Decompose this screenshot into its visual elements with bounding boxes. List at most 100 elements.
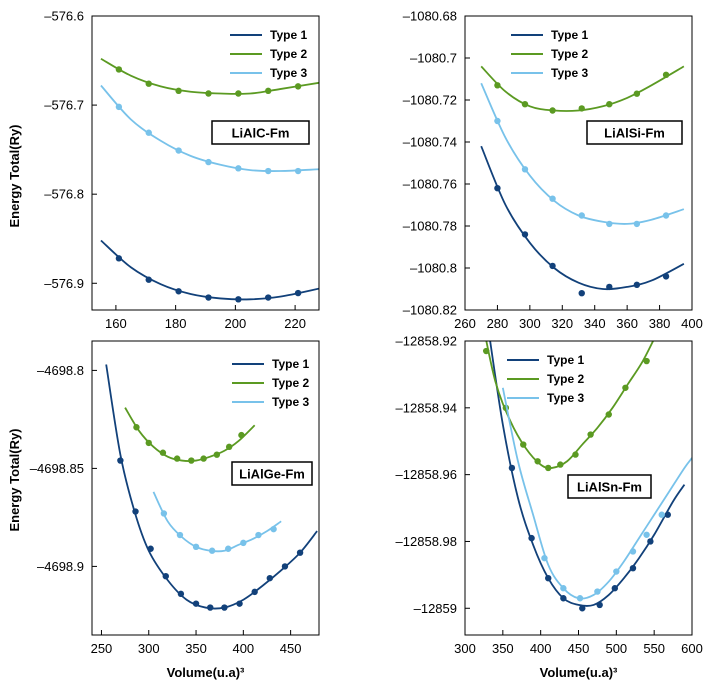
data-point-type3	[225, 545, 232, 552]
data-point-type2	[238, 431, 245, 439]
data-point-type3	[549, 195, 556, 202]
compound-label-lialge: LiAlGe-Fm	[239, 467, 305, 482]
data-point-type1	[145, 276, 152, 283]
data-point-type2	[188, 457, 195, 464]
data-point-type2	[633, 90, 641, 97]
data-point-type1	[629, 564, 637, 572]
x-tick-label: 450	[280, 641, 302, 656]
data-point-type2	[521, 101, 529, 108]
y-tick-label: –12858.94	[396, 400, 457, 415]
panel-lialsi: 260 280 300 320 340 360 380 400 –1080.68 –1080.7 –…	[403, 9, 703, 332]
x-tick-label: 250	[91, 641, 113, 656]
y-tick-label: –1080.82	[403, 303, 457, 318]
data-point-type1	[528, 534, 535, 542]
data-point-type2	[606, 101, 613, 108]
plot-frame-lialc	[91, 15, 320, 311]
data-point-type3	[270, 525, 277, 533]
data-point-type1	[221, 604, 228, 611]
data-point-type2	[173, 455, 181, 462]
data-point-type1	[560, 595, 567, 602]
chart-panels: 160 180 200 220 –576.6 –576.7 –576.8 –576.9 Type…	[30, 9, 703, 681]
plot-area-lialsi	[480, 65, 685, 297]
data-point-type2	[115, 66, 123, 73]
y-tick-label: –1080.76	[403, 177, 457, 192]
y-tick-label: –4698.85	[30, 461, 84, 476]
y-tick-label: –12858.98	[396, 534, 457, 549]
legend-lialge: Type 1 Type 2 Type 3	[232, 357, 309, 409]
legend-lialsi: Type 1 Type 2 Type 3	[511, 28, 588, 80]
series-line-type2-lialsi	[480, 65, 685, 112]
x-tick-label: 300	[519, 316, 541, 331]
data-point-type3	[240, 539, 247, 547]
data-point-type1	[281, 563, 289, 570]
data-point-type2	[557, 461, 564, 468]
data-point-type2	[205, 90, 212, 97]
data-point-type3	[160, 510, 168, 517]
data-point-type1	[236, 600, 243, 607]
y-tick-label: –1080.7	[410, 51, 457, 66]
data-point-type1	[115, 255, 123, 262]
data-point-type3	[578, 212, 585, 219]
data-point-type3	[145, 129, 152, 136]
data-point-type2	[235, 90, 242, 97]
data-point-type1	[162, 573, 169, 580]
data-point-type2	[662, 71, 670, 79]
data-point-type2	[572, 451, 579, 458]
data-point-type1	[207, 604, 214, 611]
x-tick-label: 160	[105, 316, 127, 331]
data-point-type2	[534, 458, 541, 465]
data-point-type1	[596, 601, 603, 609]
data-point-type1	[177, 590, 185, 598]
legend-label-type2: Type 2	[270, 47, 307, 61]
x-tick-label: 350	[185, 641, 207, 656]
y-tick-label: –1080.8	[410, 261, 457, 276]
panel-lialsn: 300 350 400 450 500 550 600 –12858.92 –12858.94 –…	[396, 334, 703, 681]
data-point-type3	[629, 548, 637, 555]
data-point-type2	[265, 87, 272, 95]
data-point-type2	[159, 449, 167, 456]
x-tick-label: 340	[584, 316, 606, 331]
series-line-type1-lialsn	[489, 341, 686, 607]
series-line-type1-lialge	[105, 364, 318, 610]
x-axis-label-lialsn: Volume(u.a)³	[540, 665, 618, 680]
data-point-type3	[606, 220, 613, 228]
x-tick-label: 220	[284, 316, 306, 331]
data-point-type3	[115, 103, 123, 111]
x-tick-label: 400	[681, 316, 703, 331]
data-point-type3	[494, 117, 501, 125]
data-point-type3	[255, 531, 262, 539]
data-point-type2	[520, 441, 527, 448]
data-point-type3	[576, 595, 584, 602]
data-point-type1	[611, 585, 619, 592]
series-line-type1-lialsi	[480, 145, 685, 291]
x-tick-label: 550	[643, 641, 665, 656]
x-tick-label: 260	[454, 316, 476, 331]
data-point-type1	[549, 262, 556, 270]
x-tick-label: 350	[492, 641, 514, 656]
data-point-type1	[606, 283, 613, 291]
series-line-type3-lialge	[152, 491, 282, 553]
x-tick-label: 320	[551, 316, 573, 331]
series-line-type3-lialc	[100, 84, 319, 172]
data-point-type1	[251, 588, 258, 596]
data-point-type1	[521, 231, 529, 238]
legend-label-type3: Type 3	[551, 66, 588, 80]
data-point-type1	[633, 281, 641, 288]
x-tick-label: 400	[530, 641, 552, 656]
data-point-type1	[235, 296, 242, 303]
data-point-type1	[205, 294, 212, 301]
legend-label-type3: Type 3	[547, 391, 584, 405]
data-point-type3	[205, 158, 212, 166]
data-point-type2	[578, 105, 585, 112]
panel-lialge: 250 300 350 400 450 –4698.8 –4698.85 –4698.9 Typ…	[30, 340, 320, 680]
legend-label-type2: Type 2	[551, 47, 588, 61]
legend-label-type1: Type 1	[551, 28, 588, 42]
data-point-type3	[643, 531, 650, 538]
x-tick-label: 360	[616, 316, 638, 331]
y-tick-label: –4698.8	[37, 363, 84, 378]
y-tick-label: –1080.74	[403, 135, 457, 150]
compound-box-lialge	[231, 461, 313, 486]
y-tick-label: –576.9	[44, 276, 84, 291]
data-point-type2	[200, 455, 207, 462]
series-line-type2-lialge	[124, 407, 256, 462]
